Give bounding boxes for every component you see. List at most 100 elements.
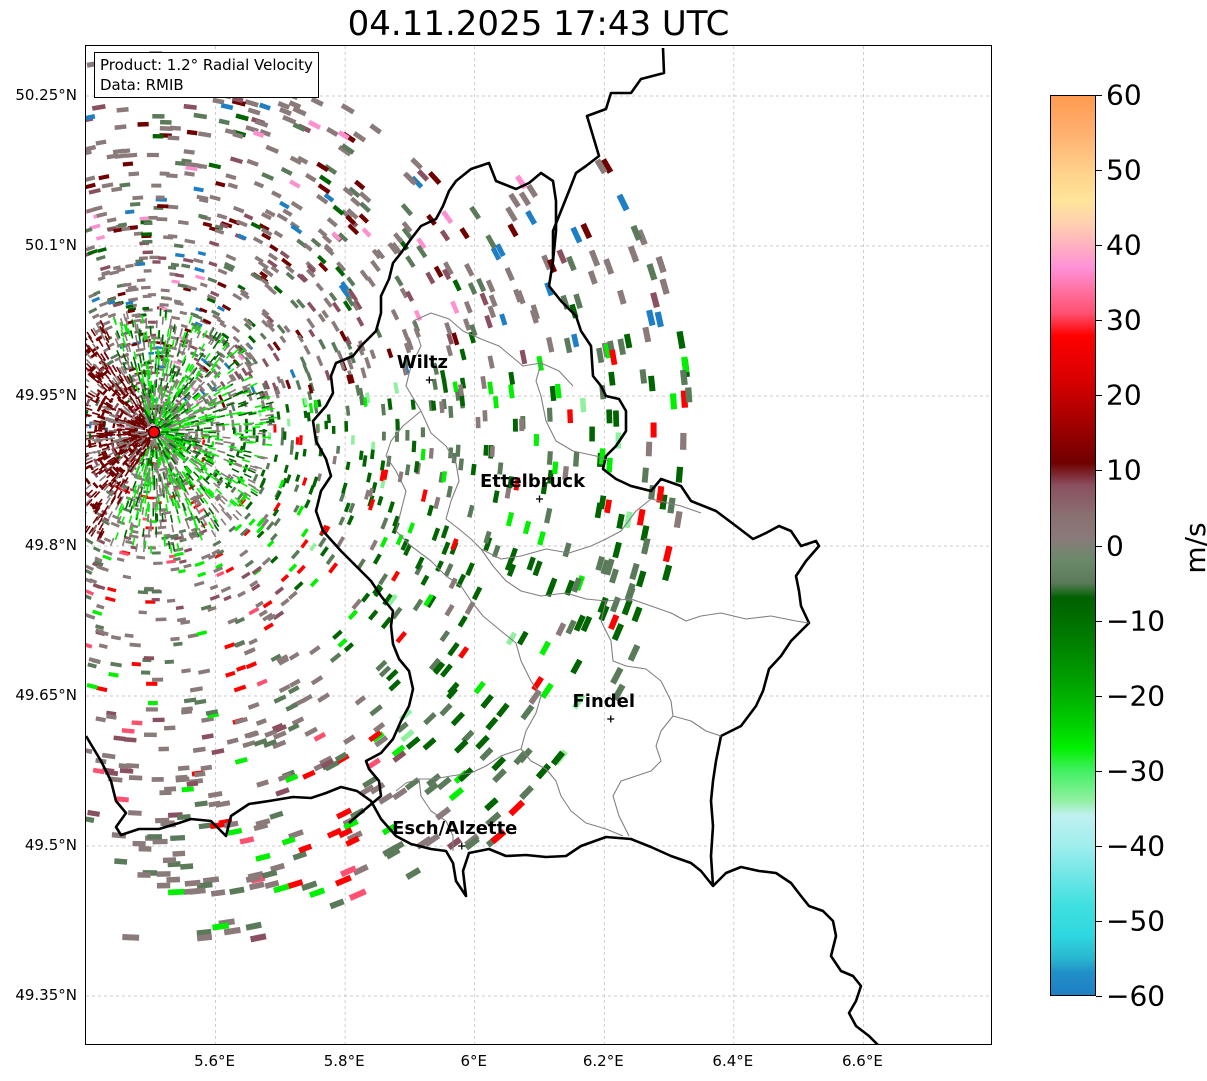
radar-echo bbox=[358, 191, 372, 204]
radar-echo bbox=[177, 402, 185, 410]
radar-echo bbox=[173, 299, 182, 304]
radar-echo bbox=[174, 467, 181, 476]
radar-echo bbox=[106, 714, 117, 720]
radar-echo bbox=[273, 285, 283, 295]
radar-echo bbox=[91, 467, 99, 474]
radar-echo bbox=[646, 309, 656, 327]
radar-echo bbox=[352, 131, 367, 143]
radar-echo bbox=[199, 392, 208, 399]
radar-echo bbox=[242, 740, 256, 749]
radar-echo bbox=[243, 322, 253, 331]
radar-echo bbox=[387, 242, 399, 255]
radar-echo bbox=[248, 637, 258, 646]
radar-echo bbox=[131, 373, 138, 378]
radar-echo bbox=[203, 485, 210, 493]
radar-echo bbox=[143, 466, 147, 475]
radar-echo bbox=[243, 512, 252, 520]
radar-echo bbox=[142, 442, 149, 450]
radar-echo bbox=[135, 543, 139, 552]
radar-echo bbox=[146, 448, 150, 457]
radar-echo bbox=[221, 304, 232, 312]
radar-echo bbox=[171, 339, 175, 348]
radar-echo bbox=[113, 487, 120, 495]
radar-echo bbox=[167, 135, 180, 141]
radar-echo bbox=[162, 389, 166, 398]
radar-echo bbox=[495, 243, 506, 258]
radar-echo bbox=[247, 362, 256, 368]
radar-echo bbox=[446, 836, 462, 851]
radar-echo bbox=[227, 361, 235, 369]
radar-echo bbox=[127, 308, 135, 314]
radar-echo bbox=[151, 371, 160, 375]
radar-echo bbox=[114, 338, 120, 347]
canton-border bbox=[600, 600, 674, 717]
radar-echo bbox=[401, 221, 413, 233]
radar-echo bbox=[128, 387, 134, 396]
radar-echo bbox=[143, 221, 153, 226]
radar-echo bbox=[128, 441, 137, 447]
radar-echo bbox=[405, 867, 422, 880]
radar-echo bbox=[119, 469, 126, 477]
radar-echo bbox=[86, 207, 97, 214]
radar-echo bbox=[161, 368, 165, 377]
colorbar-tickmark bbox=[1096, 620, 1102, 622]
radar-echo bbox=[157, 459, 161, 468]
radar-echo bbox=[189, 449, 198, 455]
radar-echo bbox=[188, 363, 194, 372]
radar-echo bbox=[161, 507, 168, 512]
radar-echo bbox=[247, 351, 255, 360]
radar-echo bbox=[431, 527, 441, 542]
radar-echo bbox=[123, 410, 132, 417]
radar-echo bbox=[348, 351, 356, 364]
radar-echo bbox=[345, 835, 360, 847]
radar-echo bbox=[379, 536, 388, 548]
city-marker bbox=[458, 842, 466, 850]
radar-echo bbox=[245, 874, 261, 883]
radar-echo bbox=[237, 590, 246, 598]
radar-map[interactable] bbox=[85, 45, 992, 1045]
radar-echo bbox=[191, 403, 200, 410]
radar-echo bbox=[97, 247, 107, 253]
radar-echo bbox=[603, 258, 615, 275]
radar-echo bbox=[196, 487, 203, 496]
radar-echo bbox=[177, 428, 186, 431]
radar-echo bbox=[254, 465, 263, 470]
radar-echo bbox=[341, 482, 348, 494]
radar-echo bbox=[404, 172, 418, 186]
radar-echo bbox=[252, 473, 259, 482]
radar-echo bbox=[295, 437, 300, 445]
radar-echo bbox=[125, 365, 133, 371]
radar-echo bbox=[104, 596, 116, 603]
radar-echo bbox=[220, 406, 229, 411]
radar-echo bbox=[129, 534, 139, 539]
radar-echo bbox=[194, 266, 205, 273]
radar-echo bbox=[92, 481, 99, 489]
radar-echo bbox=[146, 408, 151, 417]
radar-echo bbox=[124, 209, 135, 215]
radar-echo bbox=[212, 922, 230, 931]
radar-echo bbox=[207, 605, 217, 612]
radar-echo bbox=[573, 614, 586, 632]
radar-echo bbox=[150, 444, 153, 453]
radar-echo bbox=[98, 427, 107, 430]
radar-echo bbox=[299, 273, 309, 283]
radar-echo bbox=[119, 387, 126, 396]
radar-echo bbox=[169, 514, 174, 523]
radar-echo bbox=[390, 308, 400, 321]
radar-echo bbox=[296, 298, 306, 309]
radar-echo bbox=[348, 290, 359, 302]
radar-echo bbox=[167, 467, 172, 476]
radar-echo bbox=[263, 380, 271, 390]
radar-echo bbox=[146, 152, 159, 158]
radar-echo bbox=[232, 500, 240, 508]
radar-echo bbox=[168, 368, 173, 377]
city-marker bbox=[536, 495, 543, 503]
radar-echo bbox=[116, 418, 125, 423]
radar-echo bbox=[193, 313, 203, 320]
radar-echo bbox=[238, 413, 247, 417]
radar-echo bbox=[141, 352, 145, 361]
radar-echo bbox=[116, 496, 122, 504]
radar-echo bbox=[187, 505, 192, 514]
radar-echo bbox=[338, 516, 346, 526]
radar-echo bbox=[404, 777, 421, 791]
